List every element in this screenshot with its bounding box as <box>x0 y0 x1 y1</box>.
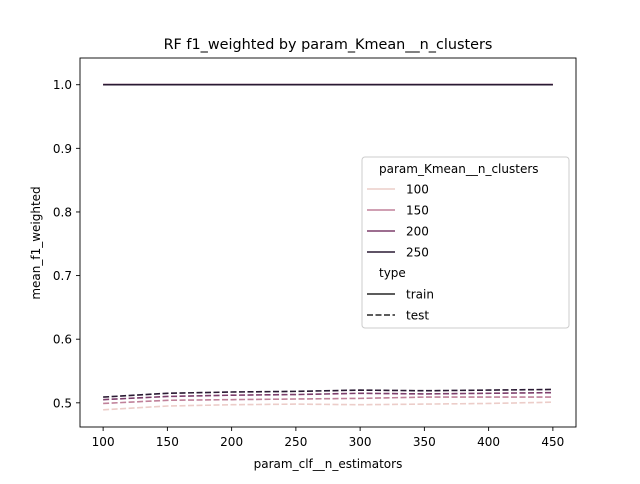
x-axis-label: param_clf__n_estimators <box>254 457 403 471</box>
series-line-250-test <box>103 388 553 398</box>
y-axis-label: mean_f1_weighted <box>29 186 43 299</box>
y-tick-label: 1.0 <box>53 78 72 92</box>
legend-box <box>361 156 570 329</box>
y-axis: 0.5 0.6 0.7 0.8 0.9 1.0 <box>53 78 80 410</box>
x-tick-label: 450 <box>541 435 564 449</box>
legend-style-title: type <box>379 266 406 280</box>
y-tick-label: 0.6 <box>53 333 72 347</box>
plot-lines <box>103 83 553 411</box>
legend-label-150: 150 <box>406 204 429 218</box>
legend-label-250: 250 <box>406 246 429 260</box>
x-tick-label: 400 <box>477 435 500 449</box>
y-tick-label: 0.5 <box>53 396 72 410</box>
x-axis: 100 150 200 250 300 350 400 450 <box>92 427 564 449</box>
series-line-100-test <box>103 401 553 411</box>
x-tick-label: 150 <box>156 435 179 449</box>
y-tick-label: 0.7 <box>53 269 72 283</box>
x-tick-label: 350 <box>413 435 436 449</box>
series-line-200-test <box>103 391 553 401</box>
series-line-150-test <box>103 396 553 405</box>
x-tick-label: 250 <box>284 435 307 449</box>
x-tick-label: 200 <box>220 435 243 449</box>
legend-hue-title: param_Kmean__n_clusters <box>379 162 539 176</box>
legend: param_Kmean__n_clusters 100 150 200 250 … <box>361 156 570 329</box>
y-tick-label: 0.9 <box>53 142 72 156</box>
legend-label-test: test <box>406 309 429 323</box>
legend-label-100: 100 <box>406 183 429 197</box>
chart-title: RF f1_weighted by param_Kmean__n_cluster… <box>164 37 493 53</box>
legend-label-200: 200 <box>406 225 429 239</box>
y-tick-label: 0.8 <box>53 205 72 219</box>
x-tick-label: 100 <box>92 435 115 449</box>
plot-frame <box>79 57 577 428</box>
x-tick-label: 300 <box>349 435 372 449</box>
legend-label-train: train <box>406 288 434 302</box>
